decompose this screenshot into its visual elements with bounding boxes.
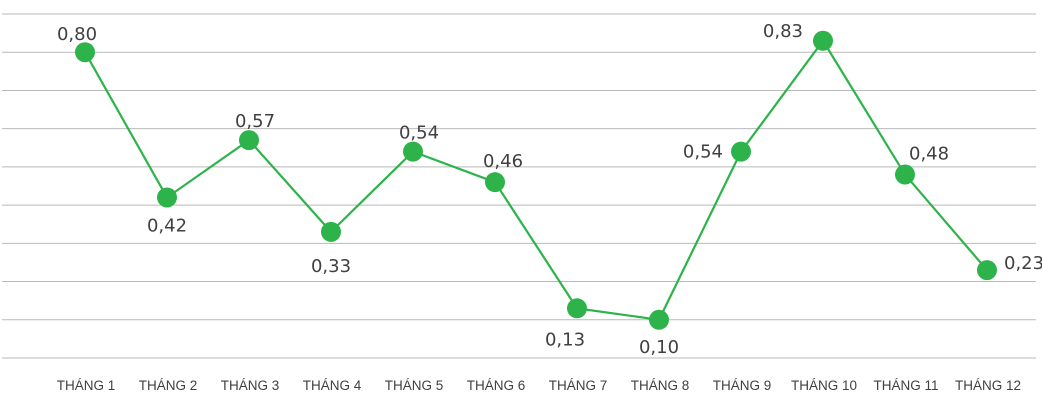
- data-point: [321, 221, 341, 242]
- series-layer: [84, 38, 988, 321]
- data-point: [157, 187, 177, 208]
- point-layer: [75, 30, 997, 330]
- data-point: [239, 130, 259, 151]
- data-label: 0,80: [57, 24, 97, 45]
- series-line: [84, 38, 988, 321]
- grid-layer: [2, 13, 1036, 359]
- x-tick-label: THÁNG 10: [791, 378, 857, 393]
- x-axis-tick-layer: THÁNG 1 THÁNG 2 THÁNG 3 THÁNG 4 THÁNG 5 THÁNG…: [57, 378, 1021, 393]
- data-label: 0,54: [683, 142, 723, 163]
- x-tick-label: THÁNG 8: [631, 378, 690, 393]
- x-tick-label: THÁNG 1: [57, 378, 116, 393]
- data-label: 0,46: [483, 151, 523, 172]
- x-tick-label: THÁNG 7: [549, 378, 608, 393]
- data-label: 0,23: [1004, 253, 1042, 274]
- data-label: 0,10: [639, 337, 679, 358]
- x-tick-label: THÁNG 3: [221, 378, 280, 393]
- data-point: [813, 30, 833, 51]
- data-point: [977, 260, 997, 281]
- x-tick-label: THÁNG 11: [873, 378, 938, 393]
- x-tick-label: THÁNG 5: [385, 378, 444, 393]
- data-point: [485, 172, 505, 193]
- x-tick-label: THÁNG 6: [467, 378, 526, 393]
- data-label: 0,57: [235, 111, 275, 132]
- data-point: [649, 309, 669, 330]
- data-point: [75, 42, 95, 63]
- data-label: 0,83: [763, 21, 803, 42]
- data-label-layer: 0,80 0,42 0,57 0,33 0,54 0,46 0,13 0,10 0,54 0,83…: [57, 21, 1042, 358]
- x-tick-label: THÁNG 2: [139, 378, 198, 393]
- data-label: 0,54: [399, 123, 439, 144]
- x-tick-label: THÁNG 4: [303, 378, 362, 393]
- data-point: [403, 141, 423, 162]
- data-label: 0,13: [545, 329, 585, 350]
- data-point: [895, 164, 915, 185]
- data-point: [731, 141, 751, 162]
- data-label: 0,33: [311, 256, 351, 277]
- x-tick-label: THÁNG 12: [955, 378, 1021, 393]
- data-label: 0,48: [909, 144, 949, 165]
- data-point: [567, 298, 587, 319]
- data-label: 0,42: [147, 215, 187, 236]
- x-tick-label: THÁNG 9: [713, 378, 772, 393]
